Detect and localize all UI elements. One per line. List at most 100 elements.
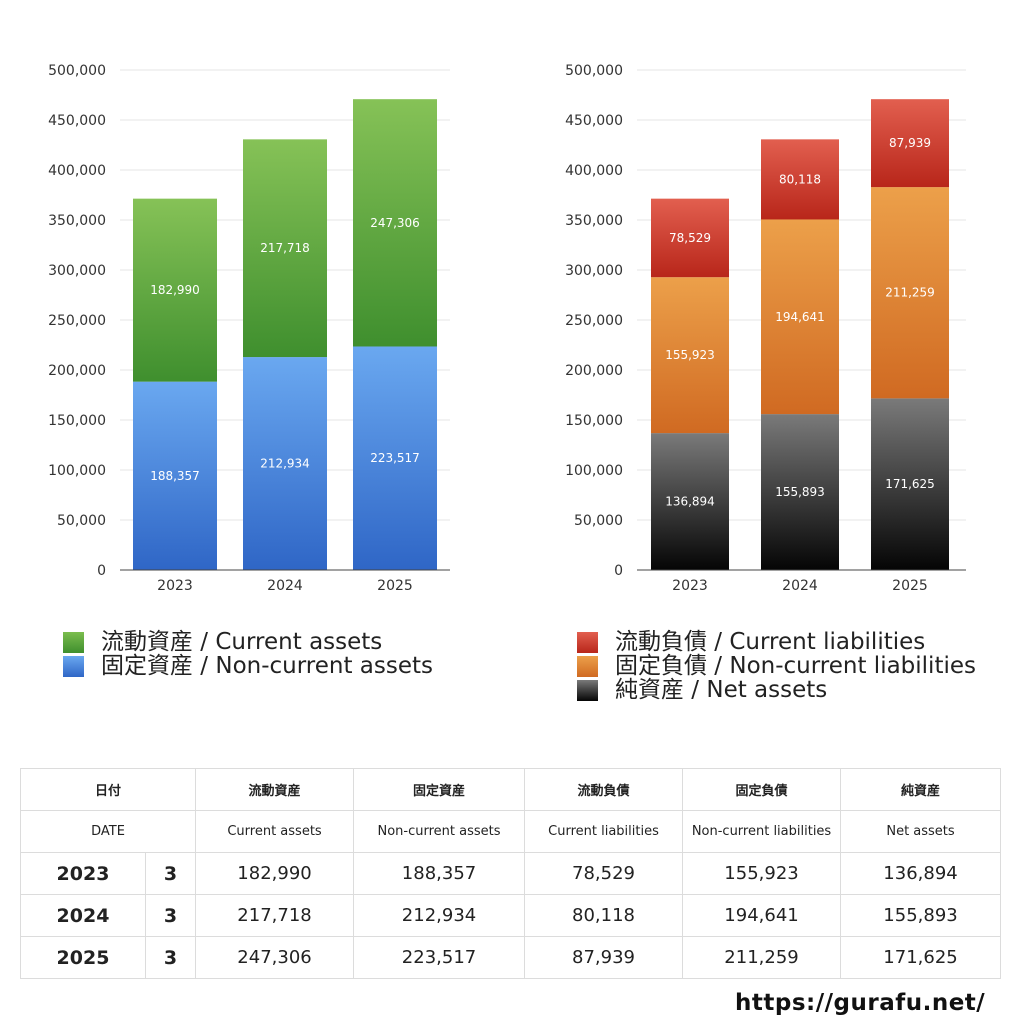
y-tick-label: 0 [614, 563, 623, 579]
header-net-assets-en: Net assets [840, 810, 1002, 853]
legend-label-non-current-assets: 固定資産 / Non-current assets [101, 653, 434, 679]
bar-segment [353, 99, 437, 347]
legend-item-net-assets: 純資産 / Net assets [577, 678, 976, 702]
bar-data-label: 247,306 [370, 216, 420, 230]
x-tick-label: 2024 [782, 578, 818, 594]
cell-net-assets: 171,625 [840, 936, 1002, 979]
y-tick-label: 400,000 [48, 163, 106, 179]
cell-current-assets: 217,718 [195, 894, 355, 937]
header-date-jp: 日付 [19, 768, 197, 811]
x-tick-label: 2023 [157, 578, 193, 594]
header-non-current-assets-en: Non-current assets [353, 810, 526, 853]
legend-swatch-current-liabilities [577, 631, 598, 653]
table-row: 2024 3 217,718 212,934 80,118 194,641 15… [20, 894, 1002, 937]
bar-segment [871, 398, 949, 570]
cell-current-assets: 182,990 [195, 852, 355, 895]
balance-sheet-table: 日付 流動資産 固定資産 流動負債 固定負債 純資産 DATE Current … [19, 768, 1002, 979]
bar-segment [871, 99, 949, 188]
y-tick-label: 450,000 [48, 113, 106, 129]
y-tick-label: 100,000 [565, 463, 623, 479]
bar-data-label: 136,894 [665, 495, 715, 509]
header-non-current-liabilities-jp: 固定負債 [682, 768, 842, 811]
bar-segment [651, 433, 729, 570]
charts-area: 0 50,000 100,000 150,000 200,000 250,000 300,0… [48, 63, 966, 594]
legend-label-current-assets: 流動資産 / Current assets [101, 629, 383, 655]
bar-segment [761, 219, 839, 415]
bar-data-label: 171,625 [885, 477, 935, 491]
legend-label-net-assets: 純資産 / Net assets [615, 677, 828, 703]
header-non-current-liabilities-en: Non-current liabilities [682, 810, 842, 853]
cell-non-current-liabilities: 155,923 [682, 852, 842, 895]
table-row: 2025 3 247,306 223,517 87,939 211,259 17… [20, 936, 1002, 979]
y-tick-label: 50,000 [57, 513, 106, 529]
bar-segment [133, 198, 217, 382]
liabilities-legend: 流動負債 / Current liabilities 固定負債 / Non-cu… [577, 630, 976, 702]
bar-data-label: 155,893 [775, 485, 825, 499]
y-tick-label: 400,000 [565, 163, 623, 179]
cell-current-assets: 247,306 [195, 936, 355, 979]
y-tick-label: 50,000 [574, 513, 623, 529]
bar-segment [651, 277, 729, 434]
bar-segment [871, 187, 949, 399]
y-tick-label: 300,000 [48, 263, 106, 279]
bar-data-label: 188,357 [150, 469, 200, 483]
legend-item-non-current-liabilities: 固定負債 / Non-current liabilities [577, 654, 976, 678]
row-year: 2025 [20, 936, 146, 979]
bar-segment [243, 139, 327, 358]
legend-swatch-non-current-assets [63, 655, 84, 677]
header-current-liabilities-jp: 流動負債 [524, 768, 684, 811]
cell-net-assets: 136,894 [840, 852, 1002, 895]
assets-legend: 流動資産 / Current assets 固定資産 / Non-current… [63, 630, 433, 678]
legend-item-current-liabilities: 流動負債 / Current liabilities [577, 630, 976, 654]
bar-segment [133, 381, 217, 570]
legend-label-current-liabilities: 流動負債 / Current liabilities [615, 629, 926, 655]
y-tick-label: 150,000 [565, 413, 623, 429]
x-tick-label: 2025 [377, 578, 413, 594]
row-month: 3 [144, 894, 197, 937]
bar-data-label: 87,939 [889, 136, 931, 150]
y-tick-label: 500,000 [565, 63, 623, 79]
cell-non-current-assets: 212,934 [353, 894, 526, 937]
legend-swatch-current-assets [63, 631, 84, 653]
bar-data-label: 212,934 [260, 457, 310, 471]
y-tick-label: 450,000 [565, 113, 623, 129]
legend-swatch-net-assets [577, 679, 598, 701]
cell-current-liabilities: 78,529 [524, 852, 684, 895]
legend-label-non-current-liabilities: 固定負債 / Non-current liabilities [615, 653, 976, 679]
bar-data-label: 80,118 [779, 172, 821, 186]
row-year: 2023 [20, 852, 146, 895]
x-tick-label: 2025 [892, 578, 928, 594]
y-tick-label: 0 [97, 563, 106, 579]
bar-data-label: 155,923 [665, 348, 715, 362]
legend-item-non-current-assets: 固定資産 / Non-current assets [63, 654, 433, 678]
bar-data-label: 217,718 [260, 241, 310, 255]
bar-data-label: 194,641 [775, 310, 825, 324]
bar-segment [651, 198, 729, 278]
site-url: https://gurafu.net/ [735, 990, 986, 1016]
cell-non-current-assets: 188,357 [353, 852, 526, 895]
bar-data-label: 182,990 [150, 283, 200, 297]
cell-net-assets: 155,893 [840, 894, 1002, 937]
y-tick-label: 350,000 [48, 213, 106, 229]
row-year: 2024 [20, 894, 146, 937]
y-tick-label: 150,000 [48, 413, 106, 429]
cell-non-current-liabilities: 194,641 [682, 894, 842, 937]
header-net-assets-jp: 純資産 [840, 768, 1002, 811]
y-tick-label: 300,000 [565, 263, 623, 279]
y-tick-label: 350,000 [565, 213, 623, 229]
legend-swatch-non-current-liabilities [577, 655, 598, 677]
header-non-current-assets-jp: 固定資産 [353, 768, 526, 811]
y-tick-label: 500,000 [48, 63, 106, 79]
header-current-assets-en: Current assets [195, 810, 355, 853]
bar-segment [353, 346, 437, 570]
table-header-jp-row: 日付 流動資産 固定資産 流動負債 固定負債 純資産 [19, 768, 1002, 811]
y-tick-label: 200,000 [565, 363, 623, 379]
header-current-liabilities-en: Current liabilities [524, 810, 684, 853]
cell-current-liabilities: 80,118 [524, 894, 684, 937]
bar-data-label: 78,529 [669, 231, 711, 245]
y-tick-label: 250,000 [565, 313, 623, 329]
x-tick-label: 2023 [672, 578, 708, 594]
y-tick-label: 200,000 [48, 363, 106, 379]
bar-segment [243, 357, 327, 570]
assets-chart: 0 50,000 100,000 150,000 200,000 250,000 300,0… [48, 63, 450, 594]
